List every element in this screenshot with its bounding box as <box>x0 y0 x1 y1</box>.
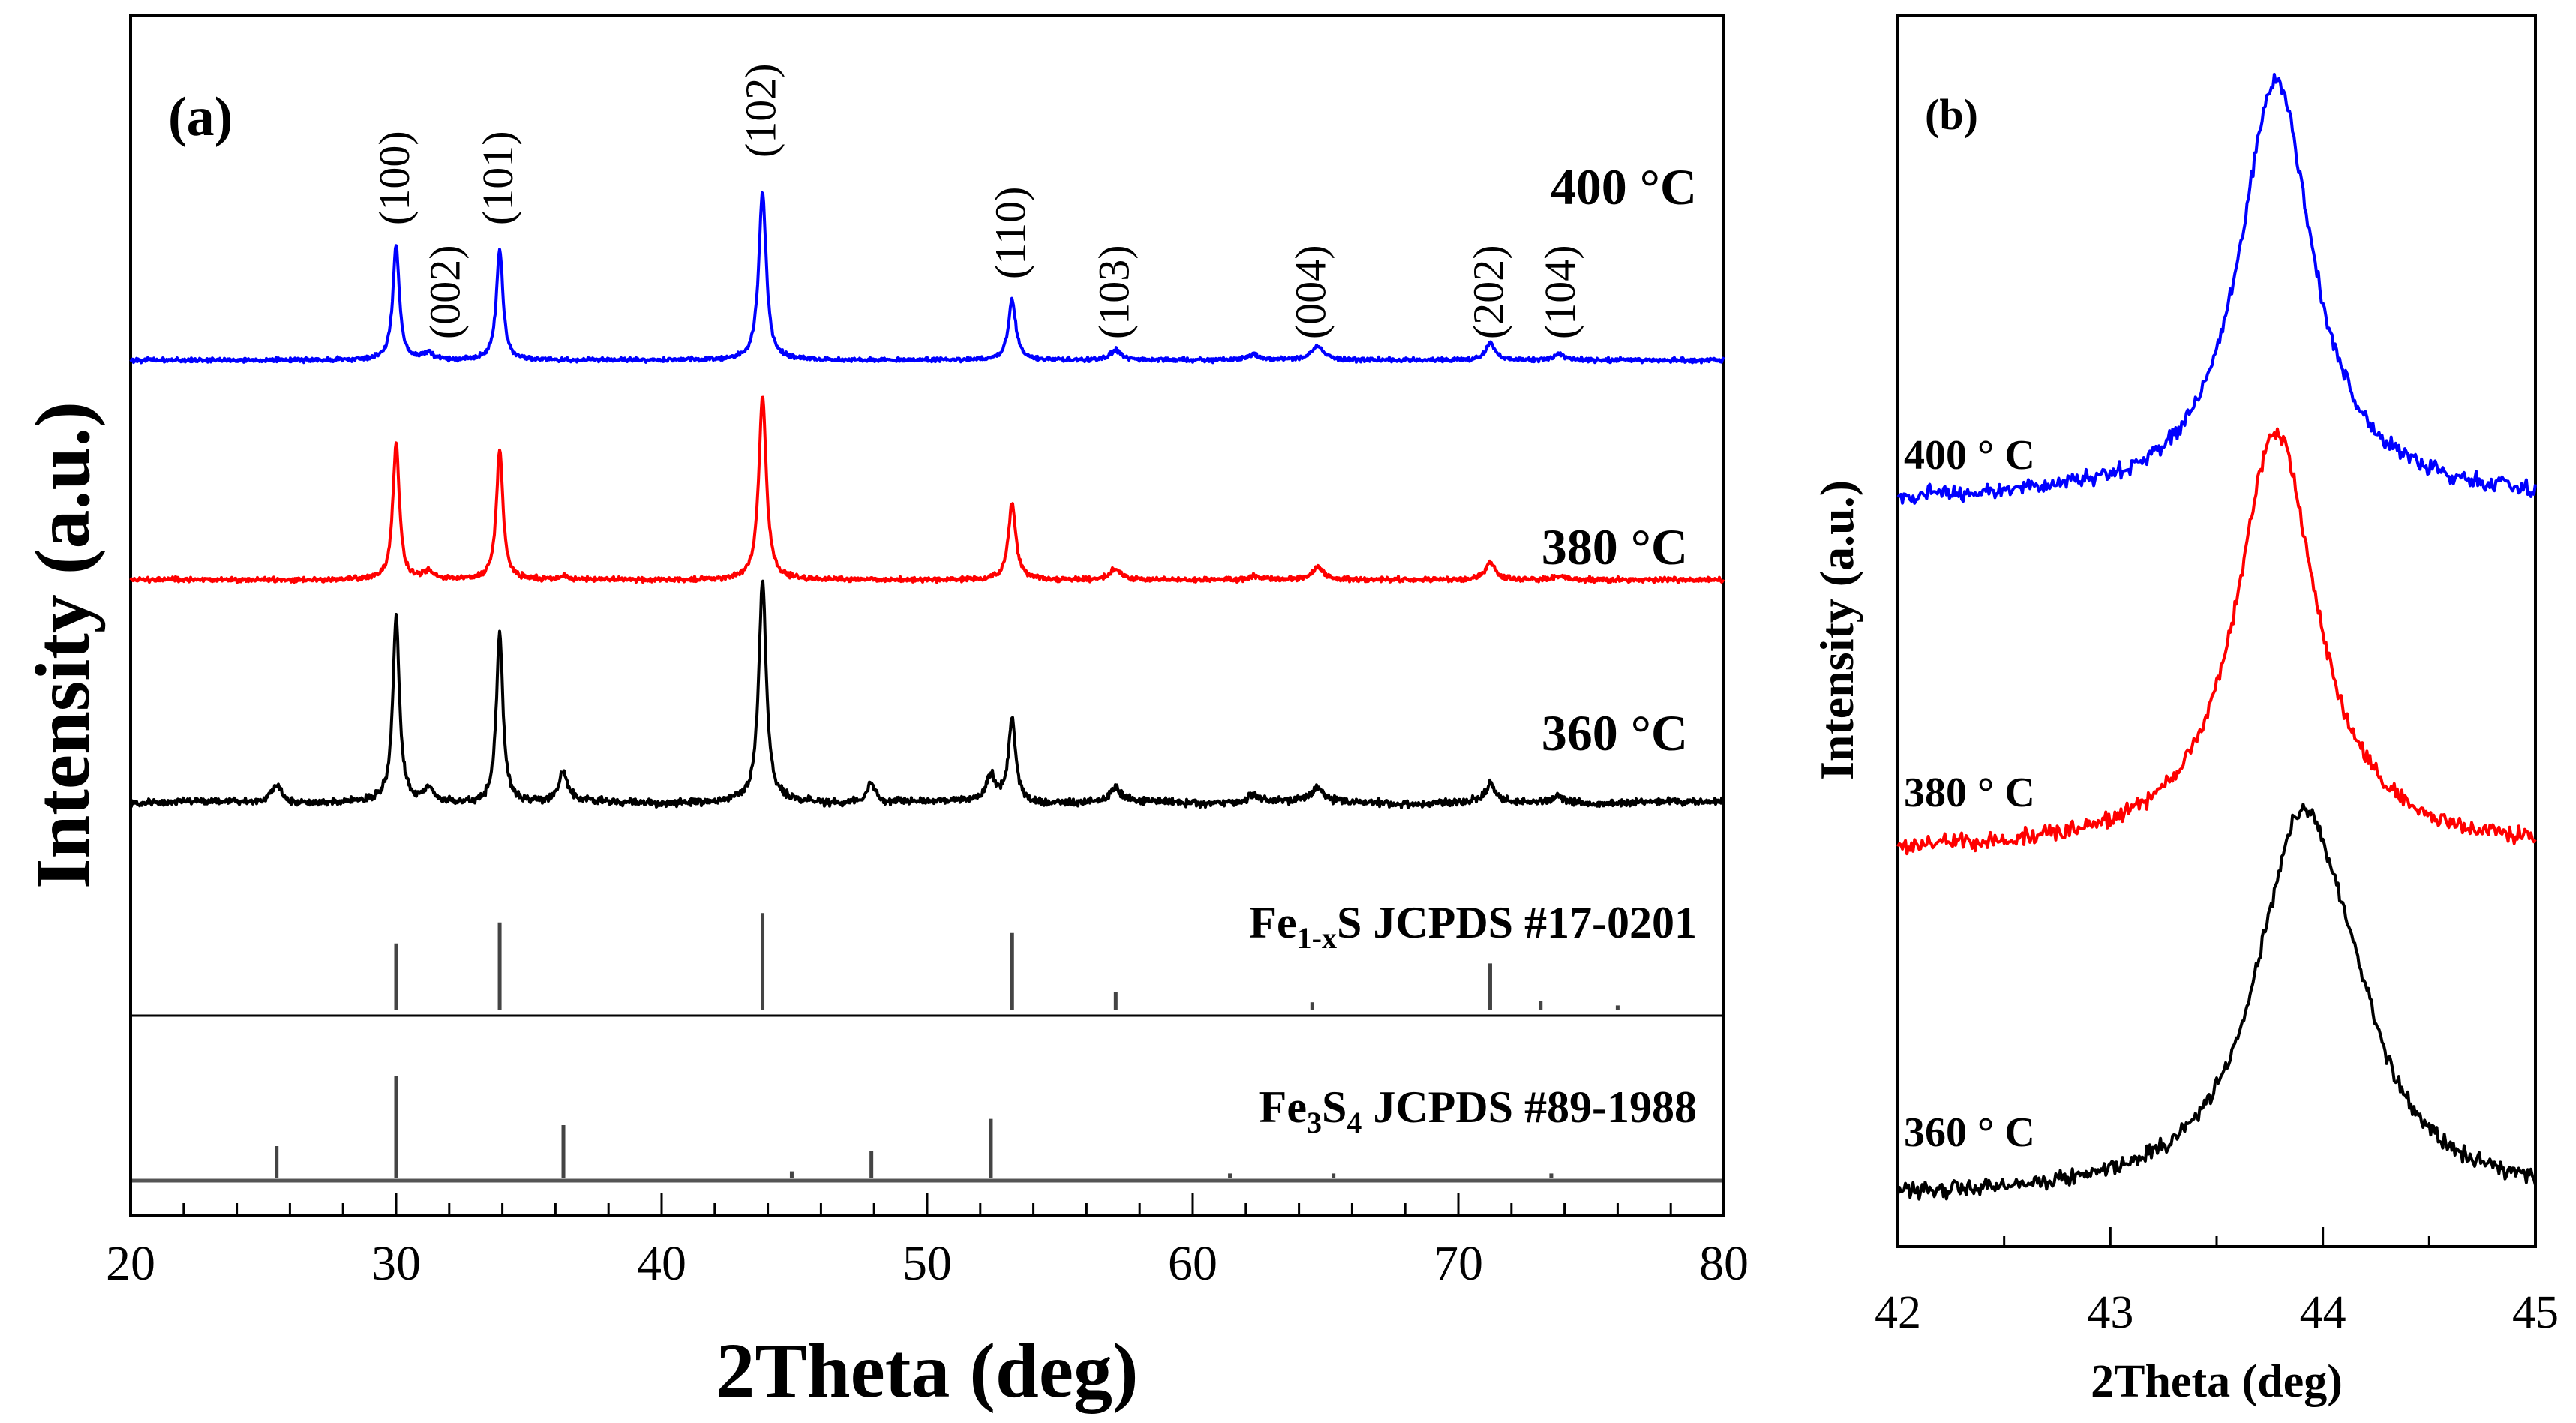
miller-index-label: (110) <box>986 187 1034 279</box>
ref-label-fe3s4: Fe3S4 JCPDS #89-1988 <box>1259 1082 1697 1139</box>
ref-label-fe3s4-sub2: 4 <box>1347 1106 1362 1139</box>
panel-b-series-label-400: 400 ° C <box>1904 432 2035 479</box>
series-label-400: 400 °C <box>1551 158 1697 215</box>
x-tick-label: 40 <box>637 1236 686 1291</box>
panel-a-miller-indices: (100)(002)(101) (102) (110) (103) (004) (202)… <box>370 63 1584 339</box>
panel-a: (100)(002)(101) (102) (110) (103) (004) (202)… <box>20 14 1749 1414</box>
zoom-trace-400 <box>1896 73 2537 505</box>
miller-index-label: (100) <box>370 131 419 225</box>
x-tick-label: 42 <box>1875 1287 1921 1338</box>
series-label-360: 360 °C <box>1542 704 1688 761</box>
x-tick-label: 50 <box>902 1236 952 1291</box>
x-tick-label: 44 <box>2300 1287 2346 1338</box>
ref-label-fe1xs-rest: S JCPDS #17-0201 <box>1337 898 1697 947</box>
miller-index-label: (103) <box>1089 245 1138 339</box>
panel-b-y-axis-label: Intensity (a.u.) <box>1810 480 1863 780</box>
series-label-380: 380 °C <box>1542 518 1688 575</box>
panel-a-x-ticks: 20 30 40 50 60 70 80 <box>106 1193 1749 1291</box>
miller-index-label: (102) <box>737 63 785 158</box>
xrd-trace-360 <box>129 579 1725 809</box>
x-tick-label: 70 <box>1434 1236 1483 1291</box>
miller-index-label: (004) <box>1286 245 1335 339</box>
panel-a-label: (a) <box>168 86 233 148</box>
miller-index-label: (202) <box>1464 245 1512 339</box>
x-tick-label: 80 <box>1699 1236 1749 1291</box>
xrd-trace-400 <box>129 191 1725 365</box>
panel-a-y-axis-label: Intensity (a.u.) <box>20 401 106 889</box>
panel-b-frame <box>1896 14 2537 1248</box>
zoom-trace-360 <box>1896 803 2537 1201</box>
ref-label-fe3s4-rest: S <box>1322 1082 1347 1132</box>
x-tick-label: 43 <box>2087 1287 2133 1338</box>
miller-index-label: (101) <box>473 131 522 225</box>
panel-b-label: (b) <box>1925 90 1978 139</box>
x-tick-label: 60 <box>1168 1236 1217 1291</box>
panel-b-x-axis-label: 2Theta (deg) <box>2091 1356 2343 1407</box>
ref-label-fe1xs: Fe1-xS JCPDS #17-0201 <box>1249 898 1697 955</box>
ref-label-fe1xs-sub: 1-x <box>1297 921 1337 955</box>
x-tick-label: 30 <box>371 1236 421 1291</box>
panel-b-traces <box>1896 73 2537 1201</box>
panel-a-traces <box>129 191 1725 809</box>
panel-a-x-axis-label: 2Theta (deg) <box>716 1328 1138 1414</box>
panel-b-series-label-360: 360 ° C <box>1904 1109 2035 1156</box>
xrd-trace-380 <box>129 395 1725 584</box>
panel-b-series-label-380: 380 ° C <box>1904 770 2035 816</box>
miller-index-label: (104) <box>1536 245 1584 339</box>
ref-label-fe1xs-main: Fe <box>1249 898 1296 947</box>
ref-label-fe3s4-main: Fe <box>1259 1082 1307 1132</box>
miller-index-label: (002) <box>420 245 469 339</box>
panel-a-reference-sticks <box>275 913 1620 1178</box>
x-tick-label: 45 <box>2512 1287 2559 1338</box>
zoom-trace-380 <box>1896 427 2537 856</box>
ref-label-fe3s4-sub: 3 <box>1307 1106 1322 1139</box>
x-tick-label: 20 <box>106 1236 155 1291</box>
ref-label-fe3s4-rest2: JCPDS #89-1988 <box>1362 1082 1697 1132</box>
panel-b: 42 43 44 45 (b) 400 ° C 380 ° C 360 ° C 2Th… <box>1810 14 2559 1407</box>
panel-b-x-ticks: 42 43 44 45 <box>1875 1227 2559 1338</box>
